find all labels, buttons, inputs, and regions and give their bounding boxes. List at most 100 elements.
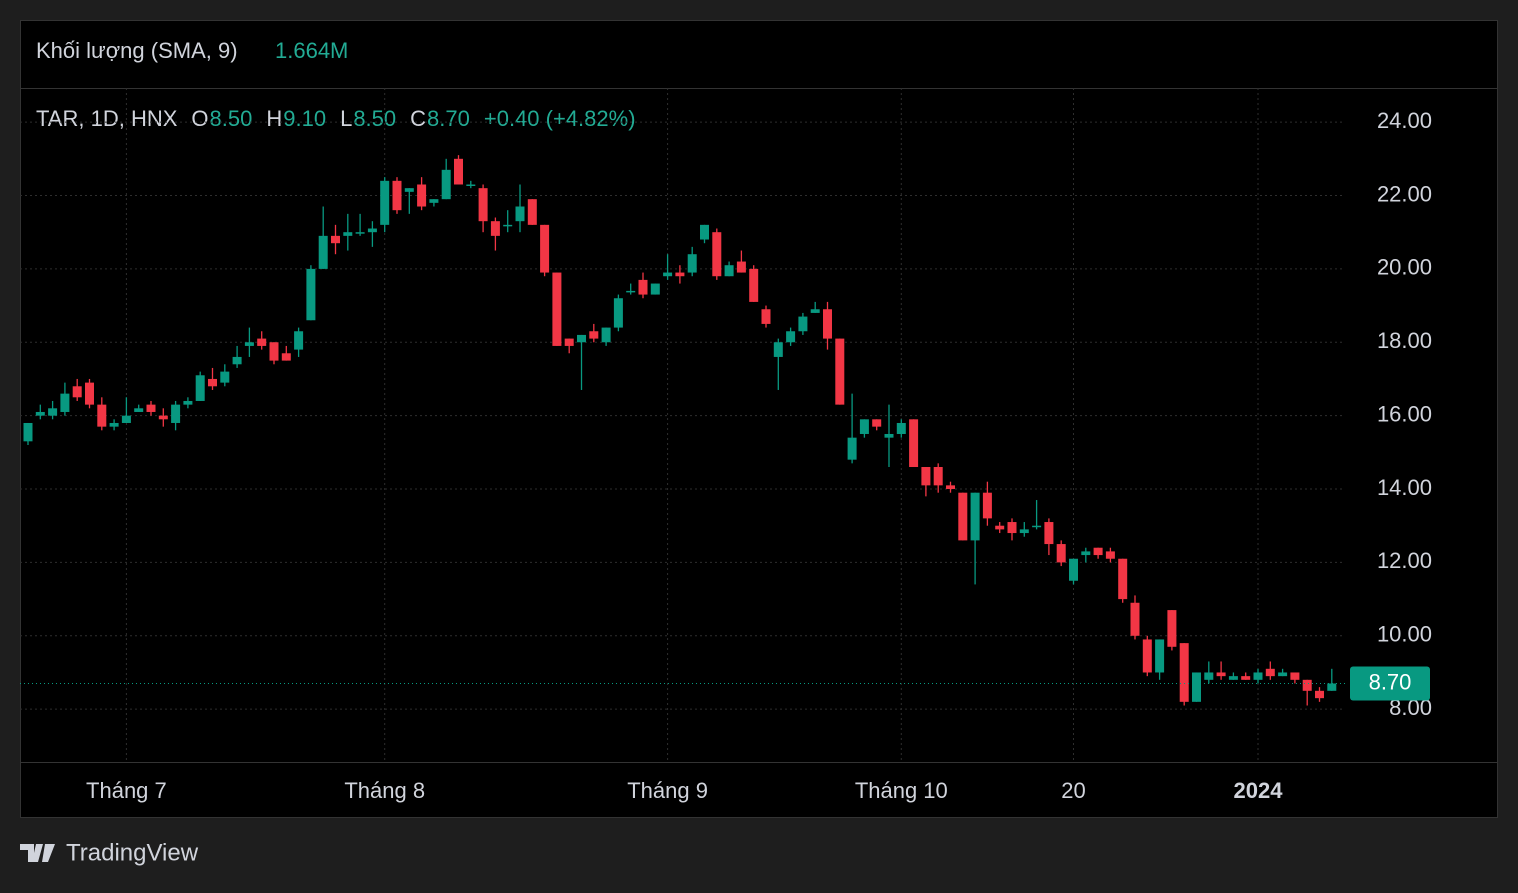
candle-body xyxy=(736,261,746,273)
candle-body xyxy=(1302,679,1312,691)
candle-body xyxy=(663,272,673,277)
x-tick-label: Tháng 8 xyxy=(344,778,425,803)
candle-body xyxy=(171,404,181,423)
candle-body xyxy=(933,467,943,486)
candle-body xyxy=(466,184,476,186)
candle-body xyxy=(995,525,1005,530)
candle-body xyxy=(1155,639,1165,673)
indicator-value: 1.664M xyxy=(275,38,348,63)
candle-body xyxy=(1241,676,1251,680)
symbol: TAR, 1D, HNX xyxy=(36,106,178,131)
candle-body xyxy=(798,316,808,332)
candle-body xyxy=(1315,690,1324,699)
candle-body xyxy=(269,342,279,361)
y-tick-label: 22.00 xyxy=(1377,181,1432,206)
candle-body xyxy=(478,188,488,222)
x-tick-label: Tháng 9 xyxy=(627,778,708,803)
candle-body xyxy=(724,265,734,277)
y-tick-label: 24.00 xyxy=(1377,108,1432,133)
ohlc-value: 8.50 xyxy=(210,106,253,131)
candle-body xyxy=(1142,639,1152,673)
candle-body xyxy=(687,254,697,273)
last-price-label: 8.70 xyxy=(1369,669,1412,694)
ohlc-key: O xyxy=(191,106,208,131)
candle-body xyxy=(97,404,107,427)
y-tick-label: 10.00 xyxy=(1377,622,1432,647)
candle-body xyxy=(1167,610,1177,647)
candle-body xyxy=(23,422,33,442)
candle-body xyxy=(823,309,832,339)
candle-body xyxy=(847,437,857,460)
candle-body xyxy=(675,272,685,277)
candle-body xyxy=(380,180,390,225)
candle-body xyxy=(1253,672,1263,680)
candle-body xyxy=(749,268,759,302)
candle-body xyxy=(318,235,328,269)
candle-body xyxy=(281,353,291,361)
candle-body xyxy=(650,283,660,295)
x-tick-label: 20 xyxy=(1061,778,1085,803)
candle-body xyxy=(872,419,882,427)
candle-body xyxy=(835,338,845,405)
ohlc-value: 9.10 xyxy=(283,106,326,131)
x-tick-label: Tháng 10 xyxy=(855,778,948,803)
y-tick-label: 18.00 xyxy=(1377,328,1432,353)
y-tick-label: 12.00 xyxy=(1377,548,1432,573)
panel xyxy=(20,20,1498,818)
candle-body xyxy=(454,158,463,185)
candle-body xyxy=(638,279,648,295)
candle-body xyxy=(1044,522,1054,545)
x-tick-label: 2024 xyxy=(1234,778,1284,803)
candle-body xyxy=(1105,551,1115,559)
candle-body xyxy=(810,309,820,313)
candle-body xyxy=(589,331,599,339)
candle-body xyxy=(909,419,919,468)
candle-body xyxy=(220,371,230,383)
candle-body xyxy=(331,235,340,244)
candle-body xyxy=(527,199,537,225)
candle-body xyxy=(404,188,414,192)
brand: TradingView xyxy=(20,839,199,866)
candle-body xyxy=(109,422,119,427)
candle-body xyxy=(1130,602,1140,636)
y-tick-label: 20.00 xyxy=(1377,255,1432,280)
change: +0.40 (+4.82%) xyxy=(484,106,636,131)
candle-body xyxy=(761,309,771,324)
plot: 8.0010.0012.0014.0016.0018.0020.0022.002… xyxy=(20,88,1432,803)
candle-body xyxy=(392,180,402,211)
candle-body xyxy=(1118,558,1128,600)
candle-body xyxy=(786,331,796,343)
candle-body xyxy=(1093,547,1103,556)
candle-body xyxy=(429,199,439,203)
candle-body xyxy=(626,290,636,293)
candle-body xyxy=(35,411,45,416)
candle-body xyxy=(1204,672,1214,680)
candle-body xyxy=(121,415,131,423)
candle-body xyxy=(577,334,586,343)
candle-body xyxy=(355,232,365,234)
candle-body xyxy=(1081,551,1091,556)
candle-body xyxy=(564,338,574,346)
candle-body xyxy=(244,342,254,346)
candle-body xyxy=(700,224,709,240)
candle-body xyxy=(146,404,156,412)
candle-body xyxy=(85,382,94,405)
ohlc-value: 8.70 xyxy=(427,106,470,131)
candle-body xyxy=(552,272,562,346)
candle-body xyxy=(773,342,783,357)
candle-body xyxy=(503,224,513,227)
candle-body xyxy=(1069,558,1078,581)
candle-body xyxy=(367,228,377,233)
candle-body xyxy=(884,433,894,438)
candle-body xyxy=(208,378,217,387)
candle-body xyxy=(982,492,992,519)
ohlc-value: 8.50 xyxy=(353,106,396,131)
candle-body xyxy=(195,375,205,401)
candle-body xyxy=(343,232,353,236)
candle-body xyxy=(306,268,316,321)
legend: TAR, 1D, HNX O 8.50 H 9.10 L 8.50 C 8.70 +0.40 (… xyxy=(36,106,636,131)
candle-body xyxy=(490,221,500,236)
x-tick-label: Tháng 7 xyxy=(86,778,167,803)
candle-body xyxy=(540,224,550,273)
